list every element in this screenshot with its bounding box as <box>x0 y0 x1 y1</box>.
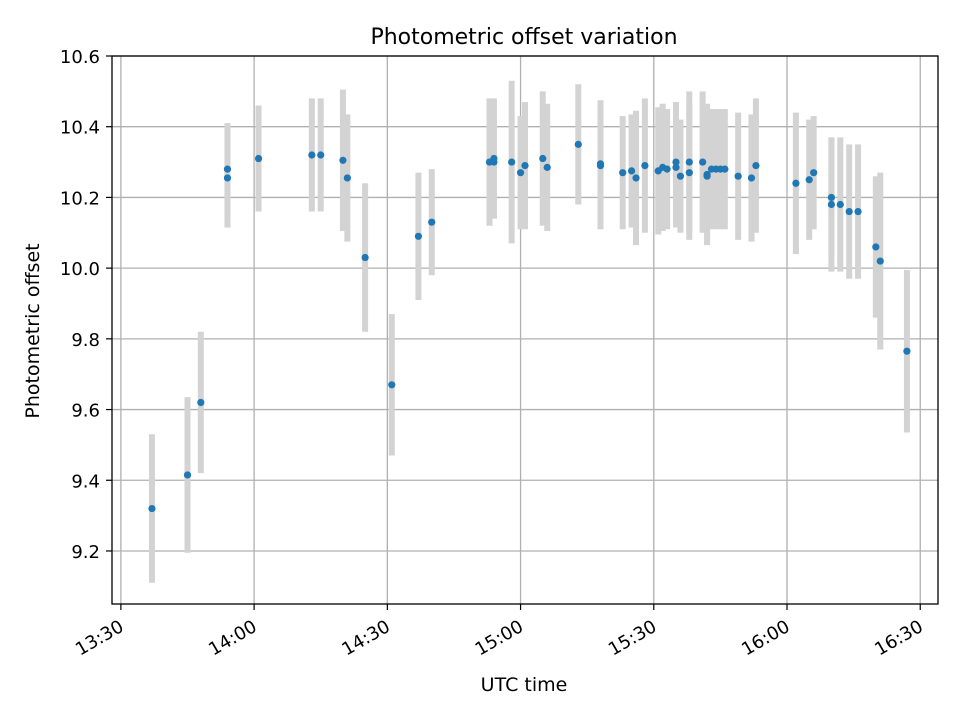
data-point <box>632 174 640 182</box>
data-point <box>721 165 729 173</box>
data-point <box>836 200 844 209</box>
data-point <box>685 158 693 166</box>
data-point <box>827 193 836 202</box>
data-point <box>676 172 685 180</box>
data-point <box>339 156 347 164</box>
data-point <box>516 169 525 177</box>
data-point <box>254 154 263 163</box>
data-point <box>699 158 707 166</box>
data-point <box>703 172 711 180</box>
data-point <box>197 398 205 407</box>
data-point <box>663 165 671 173</box>
y-tick-label: 10.6 <box>60 47 100 68</box>
data-point <box>672 158 680 166</box>
data-point <box>627 167 636 175</box>
y-tick-label: 10.2 <box>60 188 100 209</box>
data-point <box>747 174 756 182</box>
data-point <box>148 504 156 513</box>
y-tick-label: 9.8 <box>71 330 100 351</box>
y-tick-label: 10.4 <box>60 118 100 139</box>
data-point <box>361 253 369 262</box>
data-point <box>183 471 192 479</box>
data-point <box>827 200 836 209</box>
plot-frame <box>111 55 939 605</box>
data-point <box>845 207 853 216</box>
y-tick-label: 9.6 <box>71 401 100 422</box>
data-point <box>672 163 680 171</box>
data-point <box>317 151 325 159</box>
y-tick-label: 10.0 <box>60 259 100 280</box>
data-point <box>223 174 232 182</box>
data-point <box>876 257 884 265</box>
data-point <box>388 381 396 389</box>
data-point <box>685 169 693 177</box>
y-tick-label: 9.2 <box>71 542 100 563</box>
data-point <box>903 347 911 355</box>
data-point <box>343 174 351 182</box>
data-point <box>641 162 649 170</box>
data-point <box>414 232 423 240</box>
data-point <box>752 162 760 170</box>
data-point <box>539 154 547 163</box>
data-point <box>792 179 800 187</box>
chart-title: Photometric offset variation <box>370 25 677 50</box>
data-point <box>734 172 742 180</box>
data-point <box>872 243 880 251</box>
data-point <box>490 158 498 166</box>
data-point <box>508 158 516 166</box>
data-point <box>223 165 232 173</box>
data-point <box>308 151 316 159</box>
data-point <box>574 140 582 148</box>
x-axis-label: UTC time <box>481 674 568 696</box>
plot-area: 9.29.49.69.810.010.210.410.613:30 14:00 14… <box>60 47 939 660</box>
data-point <box>428 218 436 226</box>
data-point <box>596 160 605 168</box>
y-tick-label: 9.4 <box>71 471 100 492</box>
data-point <box>521 162 529 170</box>
data-point <box>805 176 813 184</box>
data-point <box>810 169 818 177</box>
data-point <box>619 169 627 177</box>
data-point <box>543 163 551 171</box>
data-point <box>854 207 862 216</box>
y-axis-label: Photometric offset <box>22 243 44 418</box>
